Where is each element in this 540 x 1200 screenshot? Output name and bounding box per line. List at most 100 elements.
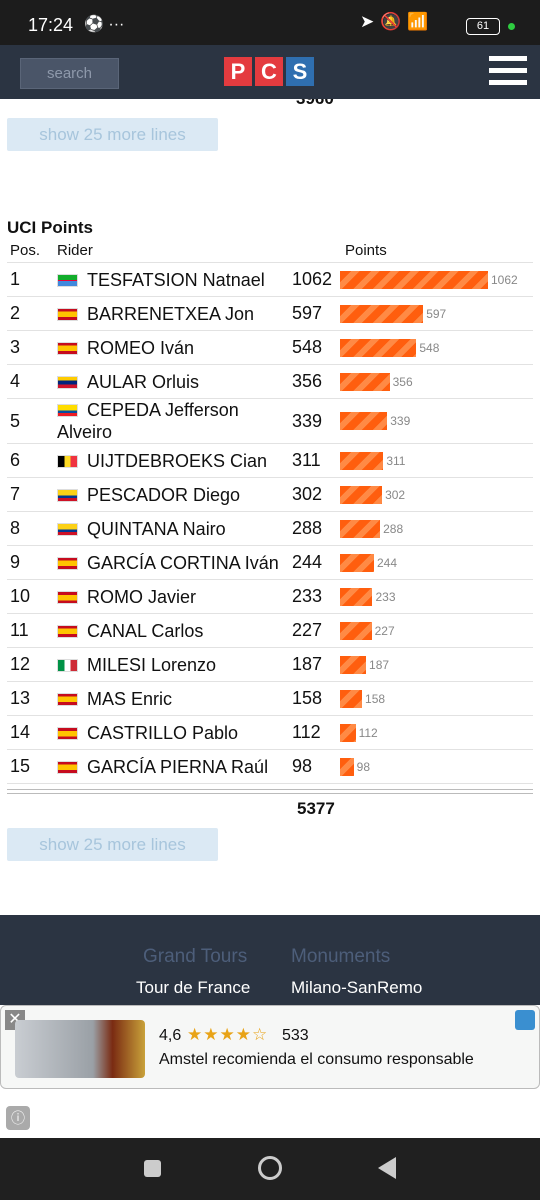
logo-letter: S — [286, 57, 314, 86]
previous-total: 3960 — [296, 99, 334, 107]
home-button[interactable] — [258, 1156, 282, 1180]
points-bar — [340, 655, 367, 674]
rider-name[interactable]: CASTRILLO Pablo — [87, 722, 239, 743]
position: 12 — [10, 654, 31, 674]
ad-rating: 4,6 — [159, 1027, 182, 1044]
flag — [57, 692, 78, 706]
table-body: 1 TESFATSION Natnael 1062 1062 2 BARRENETXEA … — [7, 263, 533, 784]
rider-name[interactable]: ROMEO Iván — [87, 337, 195, 358]
logo[interactable]: P C S — [224, 57, 314, 86]
points-bar — [340, 757, 354, 776]
rider-name[interactable]: UIJTDEBROEKS Cian — [87, 450, 268, 471]
points: 158 — [292, 688, 323, 708]
rider-cell: ROMO Javier — [57, 586, 292, 608]
position: 5 — [10, 410, 21, 431]
footer-heading: Monuments — [291, 946, 391, 967]
table-header: Pos. Rider Points — [7, 242, 533, 263]
footer-heading: Grand Tours — [143, 946, 248, 967]
points-bar — [340, 689, 363, 708]
rider-cell: BARRENETXEA Jon — [57, 303, 292, 325]
status-icons: ⚽ ··· — [84, 16, 125, 33]
bar-label: 233 — [375, 589, 396, 604]
dot — [508, 23, 515, 30]
info-icon[interactable]: ⓘ — [6, 1106, 30, 1130]
show-more-button[interactable]: show 25 more lines — [7, 828, 218, 861]
points-bar — [340, 587, 373, 606]
points-bar — [340, 304, 424, 323]
bar-label: 158 — [365, 691, 386, 706]
table-row: 8 QUINTANA Nairo 288 288 — [7, 512, 533, 546]
position: 6 — [10, 450, 21, 470]
position: 15 — [10, 756, 31, 776]
bar-label: 288 — [383, 521, 404, 536]
search-box[interactable]: search — [20, 58, 119, 89]
rider-name[interactable]: GARCÍA PIERNA Raúl — [87, 756, 269, 777]
bar-label: 187 — [369, 657, 390, 672]
ad-choices[interactable] — [515, 1010, 535, 1030]
rider-name[interactable]: GARCÍA CORTINA Iván — [87, 552, 279, 573]
ad-reviews: 533 — [282, 1027, 309, 1044]
position: 1 — [10, 269, 21, 289]
recents-button[interactable] — [144, 1160, 161, 1177]
section-title: UCI Points — [7, 218, 93, 237]
bar-label: 98 — [356, 759, 371, 774]
points: 356 — [292, 371, 323, 391]
rider-name[interactable]: CEPEDA Jefferson Alveiro — [57, 400, 239, 442]
rider-name[interactable]: QUINTANA Nairo — [87, 518, 226, 539]
bar-label: 597 — [426, 306, 447, 321]
position: 2 — [10, 303, 21, 323]
rider-name[interactable]: CANAL Carlos — [87, 620, 204, 641]
rider-name[interactable]: PESCADOR Diego — [87, 484, 241, 505]
ad-text: Amstel recomienda el consumo responsable — [159, 1051, 474, 1068]
ad-stars: ★★★★☆ — [187, 1025, 269, 1044]
rider-cell: ROMEO Iván — [57, 337, 292, 359]
table-row: 5 CEPEDA Jefferson Alveiro 339 339 — [7, 399, 533, 444]
back-button[interactable] — [378, 1157, 396, 1179]
position: 14 — [10, 722, 31, 742]
points-bar — [340, 553, 374, 572]
table-row: 15 GARCÍA PIERNA Raúl 98 98 — [7, 750, 533, 784]
rider-name[interactable]: MAS Enric — [87, 688, 173, 709]
points-bar — [340, 372, 390, 391]
rider-cell: CANAL Carlos — [57, 620, 292, 642]
rider-name[interactable]: TESFATSION Natnael — [87, 269, 265, 290]
position: 11 — [10, 620, 29, 640]
total: 5377 — [297, 799, 335, 818]
rider-cell: MILESI Lorenzo — [57, 654, 292, 676]
points-bar — [340, 723, 356, 742]
flag — [57, 522, 78, 536]
ad-banner[interactable]: ✕ 4,6 ★★★★☆ 533 Amstel recomienda el con… — [0, 1005, 540, 1089]
bar-label: 112 — [358, 725, 378, 740]
footer-link[interactable]: Milano-SanRemo — [291, 978, 423, 997]
show-more-button[interactable]: show 25 more lines — [7, 118, 218, 151]
bar-label: 1062 — [491, 272, 518, 287]
position: 13 — [10, 688, 31, 708]
system-icons: ➤🔕📶 — [360, 12, 435, 31]
rider-name[interactable]: BARRENETXEA Jon — [87, 303, 255, 324]
table-row: 9 GARCÍA CORTINA Iván 244 244 — [7, 546, 533, 580]
points: 288 — [292, 518, 323, 538]
points: 112 — [292, 722, 321, 742]
position: 9 — [10, 552, 21, 572]
bar-label: 356 — [392, 374, 413, 389]
logo-letter: P — [224, 57, 252, 86]
rider-name[interactable]: MILESI Lorenzo — [87, 654, 217, 675]
points: 227 — [292, 620, 323, 640]
table-row: 12 MILESI Lorenzo 187 187 — [7, 648, 533, 682]
flag — [57, 307, 78, 321]
logo-letter: C — [255, 57, 283, 86]
position: 3 — [10, 337, 21, 357]
points: 244 — [292, 552, 323, 572]
points: 233 — [292, 586, 323, 606]
points-bar — [340, 270, 488, 289]
footer-link[interactable]: Tour de France — [136, 978, 251, 997]
bar-label: 302 — [385, 487, 406, 502]
points: 1062 — [292, 269, 333, 289]
points-bar — [340, 519, 381, 538]
status-bar: 17:24 ⚽ ··· ➤🔕📶 61 — [0, 0, 540, 45]
menu-button[interactable] — [489, 56, 527, 85]
rider-name[interactable]: AULAR Orluis — [87, 371, 200, 392]
total-rule — [7, 789, 533, 794]
rider-name[interactable]: ROMO Javier — [87, 586, 197, 607]
flag — [57, 624, 78, 638]
